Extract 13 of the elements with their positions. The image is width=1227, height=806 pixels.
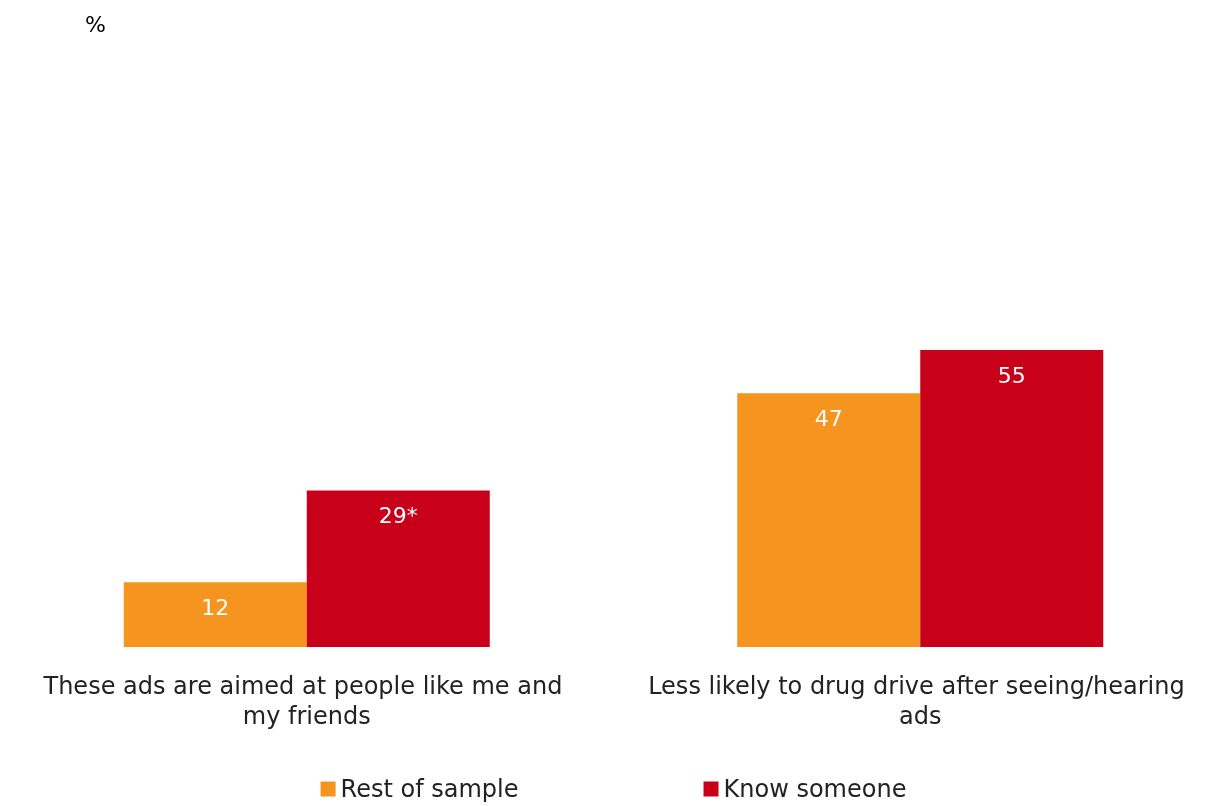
text: %: [85, 11, 106, 37]
data-label: 55: [997, 362, 1026, 388]
x-tick-label: Less likely to drug drive after seeing/hearing ads: [648, 672, 1193, 730]
legend-label: Know someone: [723, 775, 907, 803]
x-tick-label: These ads are aimed at people like me and my friends: [42, 672, 570, 730]
bar: [920, 350, 1104, 647]
legend-label: Rest of sample: [340, 775, 519, 803]
data-label: 12: [201, 594, 230, 620]
bar: [306, 490, 490, 647]
data-label: 47: [814, 405, 843, 431]
bar: [737, 393, 921, 647]
data-label: 29*: [378, 502, 418, 528]
bar: [123, 582, 307, 647]
